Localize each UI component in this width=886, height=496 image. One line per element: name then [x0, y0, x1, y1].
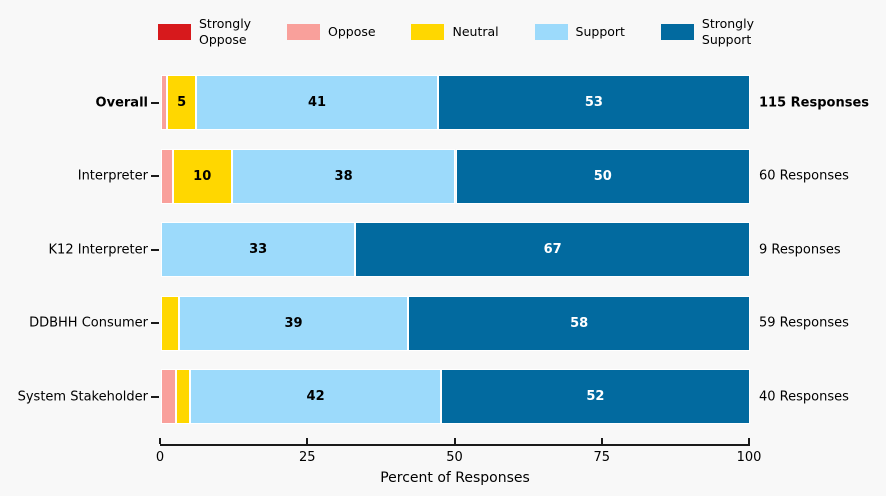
legend-item-oppose: Oppose — [287, 24, 376, 40]
x-tick-label-100: 100 — [736, 450, 762, 465]
bar-segment-strongly-support: 50 — [455, 148, 750, 204]
bar-segment-strongly-support: 52 — [440, 369, 750, 424]
bar-value-label: 53 — [584, 95, 603, 110]
x-tick-label-75: 75 — [593, 450, 611, 465]
bar-value-label: 67 — [543, 242, 562, 257]
legend-item-strongly-oppose: Strongly Oppose — [158, 16, 251, 49]
legend-item-strongly-support: Strongly Support — [660, 15, 754, 49]
legend-item-neutral: Neutral — [411, 23, 499, 40]
y-tick — [151, 175, 159, 177]
bar-value-label: 10 — [193, 168, 212, 184]
x-tick — [306, 438, 309, 444]
bar-segment-oppose — [161, 369, 176, 424]
legend-swatch-neutral — [411, 24, 445, 40]
responses-label-interpreter: 60 Responses — [759, 168, 849, 184]
y-tick — [151, 395, 159, 398]
bar-value-label: 42 — [306, 389, 325, 404]
bar-row-interpreter: 10 38 50 — [161, 148, 750, 204]
bar-segment-oppose — [161, 75, 167, 130]
bar-segment-support: 33 — [161, 222, 356, 277]
bar-value-label: 58 — [570, 315, 589, 331]
bar-segment-neutral: 10 — [172, 148, 232, 204]
category-label-system-stakeholder: System Stakeholder — [17, 389, 148, 404]
legend-label-neutral: Neutral — [452, 23, 499, 39]
bar-row-system-stakeholder: 42 52 — [161, 369, 750, 424]
bar-segment-support: 38 — [231, 148, 456, 204]
bar-value-label: 38 — [334, 168, 353, 184]
category-label-interpreter: Interpreter — [77, 168, 148, 184]
bar-segment-support: 39 — [178, 295, 409, 351]
x-tick — [600, 438, 603, 444]
legend-label-strongly-support: Strongly Support — [701, 15, 754, 47]
legend-swatch-oppose — [287, 24, 320, 40]
bar-row-ddbhh-consumer: 39 58 — [161, 295, 750, 351]
bar-segment-support: 41 — [196, 75, 438, 130]
bar-value-label: 33 — [249, 242, 268, 257]
y-tick — [151, 101, 159, 104]
category-label-overall: Overall — [95, 95, 148, 110]
bar-segment-neutral — [175, 369, 191, 424]
x-tick-label-50: 50 — [446, 450, 463, 465]
x-tick — [159, 438, 161, 444]
bar-row-overall: 5 41 53 — [161, 75, 750, 130]
x-tick — [453, 438, 456, 444]
legend-swatch-support — [534, 24, 568, 40]
bar-row-k12-interpreter: 33 67 — [161, 222, 750, 277]
legend-swatch-strongly-oppose — [158, 24, 191, 40]
responses-label-overall: 115 Responses — [759, 95, 870, 110]
category-label-ddbhh-consumer: DDBHH Consumer — [29, 315, 148, 331]
bar-segment-neutral: 5 — [166, 75, 197, 130]
bar-value-label: 41 — [308, 95, 327, 110]
category-label-k12-interpreter: K12 Interpreter — [48, 242, 148, 257]
y-tick — [151, 248, 159, 251]
x-axis-line — [160, 444, 750, 446]
bar-segment-oppose — [161, 148, 173, 204]
x-tick — [748, 438, 750, 444]
responses-label-system-stakeholder: 40 Responses — [759, 389, 849, 404]
bar-value-label: 5 — [177, 95, 187, 110]
x-tick-label-0: 0 — [155, 450, 165, 465]
bar-segment-neutral — [161, 295, 179, 351]
bar-segment-strongly-support: 67 — [355, 222, 750, 277]
x-axis-title: Percent of Responses — [380, 470, 530, 486]
legend-label-strongly-oppose: Strongly Oppose — [199, 15, 252, 47]
legend-label-oppose: Oppose — [328, 23, 376, 39]
bar-segment-strongly-support: 58 — [408, 295, 750, 351]
y-tick — [151, 322, 159, 324]
responses-label-ddbhh-consumer: 59 Responses — [759, 315, 849, 331]
legend-label-support: Support — [575, 23, 625, 39]
x-tick-label-25: 25 — [298, 450, 316, 465]
legend-item-support: Support — [534, 23, 625, 40]
bar-value-label: 52 — [586, 389, 605, 404]
bar-value-label: 39 — [284, 315, 303, 331]
bar-segment-support: 42 — [190, 369, 441, 424]
chart-legend: Strongly Oppose Oppose Neutral Support Strong… — [158, 8, 754, 56]
bar-value-label: 50 — [593, 168, 612, 184]
bar-segment-strongly-support: 53 — [437, 75, 750, 130]
legend-swatch-strongly-support — [660, 24, 694, 40]
responses-label-k12-interpreter: 9 Responses — [759, 242, 841, 257]
